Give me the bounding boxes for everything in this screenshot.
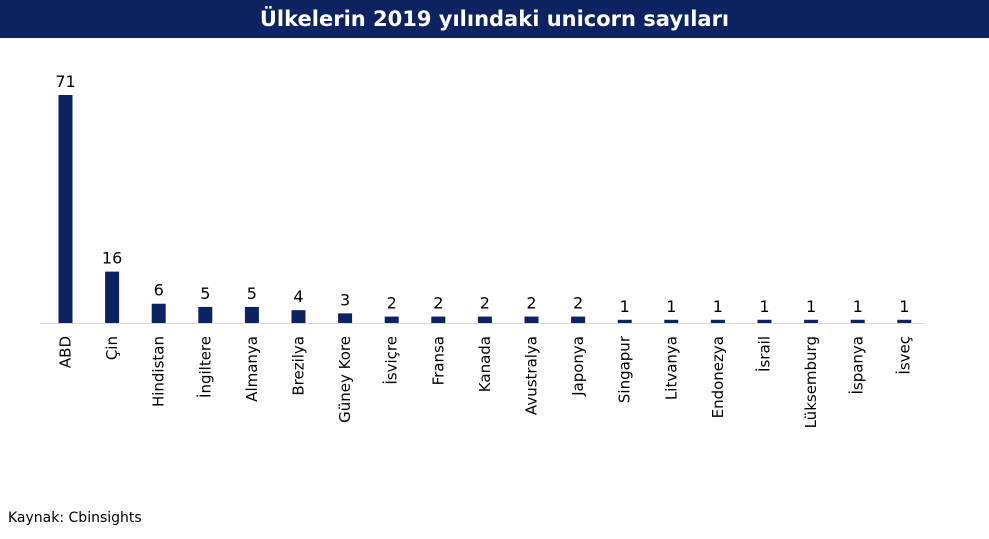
value-label: 6 [154, 281, 164, 300]
bar-1 [58, 95, 73, 323]
value-label: 2 [480, 294, 490, 313]
bar-19 [897, 319, 912, 323]
bar-5 [244, 306, 259, 323]
category-label: Kanada [476, 336, 494, 392]
value-label: 1 [853, 297, 863, 316]
bar-11 [524, 316, 539, 323]
value-label: 3 [340, 290, 350, 309]
value-label: 5 [200, 284, 210, 303]
bar-6 [291, 310, 306, 323]
value-label: 1 [899, 297, 909, 316]
category-label: Hindistan [150, 336, 168, 407]
category-label: Litvanya [662, 336, 680, 400]
value-label: 1 [666, 297, 676, 316]
value-label: 2 [387, 294, 397, 313]
category-label: Almanya [243, 336, 261, 402]
value-label: 2 [433, 294, 443, 313]
category-label: İsveç [894, 336, 913, 375]
category-label: Endonezya [709, 336, 727, 418]
category-label: İsrail [755, 336, 774, 372]
value-labels-group: 71 16 6 5 5 4 3 2 2 2 2 2 1 1 1 1 1 1 1 [55, 72, 909, 316]
category-label: Singapur [616, 335, 634, 403]
category-label: İngiltere [195, 336, 214, 398]
chart-title: Ülkelerin 2019 yılındaki unicorn sayılar… [259, 7, 730, 31]
value-label: 2 [526, 294, 536, 313]
category-label: İsviçre [382, 336, 401, 385]
chart-title-bar: Ülkelerin 2019 yılındaki unicorn sayılar… [0, 0, 989, 38]
value-label: 16 [102, 249, 122, 268]
bar-chart: 71 16 6 5 5 4 3 2 2 2 2 2 1 1 1 1 1 1 1 ABD Çin Hindistan İng… [40, 72, 925, 428]
category-labels-group: ABD Çin Hindistan İngiltere Almanya Brezilya G… [57, 335, 914, 428]
value-label: 1 [620, 297, 630, 316]
source-note: Kaynak: Cbinsights [8, 510, 142, 526]
bar-9 [431, 316, 446, 323]
bar-2 [105, 271, 120, 323]
bar-16 [757, 319, 772, 323]
bars-group [58, 95, 912, 323]
bar-4 [198, 306, 213, 323]
bar-12 [571, 316, 586, 323]
category-label: Brezilya [290, 336, 308, 396]
category-label: Lüksemburg [802, 336, 820, 428]
value-label: 1 [806, 297, 816, 316]
value-label: 5 [247, 284, 257, 303]
value-label: 71 [55, 72, 75, 91]
bar-8 [384, 316, 399, 323]
category-label: ABD [57, 336, 75, 368]
value-label: 2 [573, 294, 583, 313]
category-label: İspanya [848, 336, 867, 395]
category-label: Çin [103, 336, 121, 360]
value-label: 1 [713, 297, 723, 316]
bar-7 [338, 313, 353, 323]
category-label: Japonya [569, 336, 587, 397]
category-label: Fransa [429, 336, 447, 385]
value-label: 4 [293, 287, 303, 306]
bar-15 [710, 319, 725, 323]
bar-14 [664, 319, 679, 323]
value-label: 1 [759, 297, 769, 316]
bar-10 [477, 316, 492, 323]
bar-13 [617, 319, 632, 323]
bar-3 [151, 303, 166, 323]
category-label: Güney Kore [336, 336, 354, 423]
category-label: Avustralya [523, 336, 541, 415]
bar-17 [804, 319, 819, 323]
bar-18 [850, 319, 865, 323]
